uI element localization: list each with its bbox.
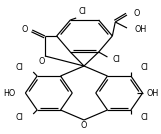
Text: OH: OH (147, 88, 159, 98)
Text: Cl: Cl (141, 64, 149, 72)
Text: HO: HO (3, 88, 16, 98)
Text: OH: OH (135, 25, 147, 34)
Text: Cl: Cl (141, 113, 149, 122)
Text: O: O (134, 10, 140, 18)
Text: Cl: Cl (78, 7, 86, 16)
Text: Cl: Cl (16, 113, 24, 122)
Text: Cl: Cl (16, 64, 24, 72)
Text: O: O (39, 57, 45, 66)
Text: O: O (81, 120, 87, 129)
Text: Cl: Cl (112, 55, 120, 64)
Text: O: O (22, 25, 28, 34)
